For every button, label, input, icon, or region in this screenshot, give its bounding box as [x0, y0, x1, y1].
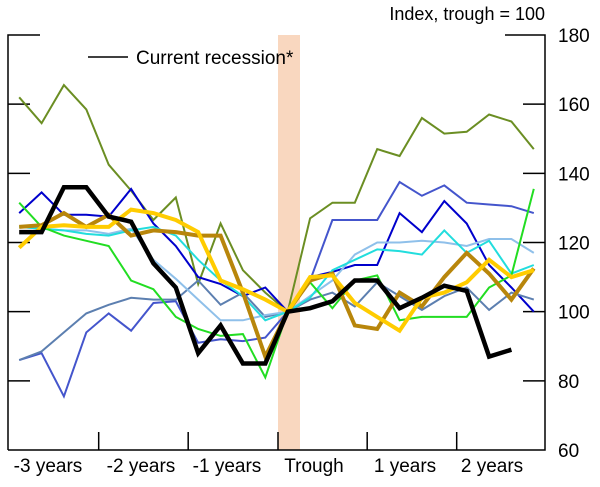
x-tick-label: 1 years: [374, 456, 436, 477]
x-tick-label: -1 years: [193, 456, 262, 477]
series-line-4: [18, 180, 535, 399]
series-line-8: [18, 188, 535, 380]
unit-label: Index, trough = 100: [389, 4, 545, 24]
y-tick-label: 140: [558, 164, 590, 185]
series-line-7: [19, 225, 535, 322]
series-line-6: [19, 225, 535, 322]
x-tick-label: Trough: [284, 456, 344, 477]
series-lines: [17, 83, 536, 399]
y-axis-labels: 60 80 100 120 140 160 180: [558, 26, 590, 462]
x-axis-labels: -3 years -2 years -1 years Trough 1 years 2 y…: [14, 456, 523, 477]
series-line-3: [18, 187, 535, 314]
series-line-2: [18, 83, 535, 314]
y-tick-label: 120: [558, 234, 590, 255]
x-tick-label: -2 years: [107, 456, 176, 477]
y-tick-label: 180: [558, 26, 590, 47]
series-line-10: [17, 207, 535, 334]
recession-shading: [278, 35, 300, 450]
series-line-current-recession: [19, 184, 513, 366]
legend: Current recession*: [88, 48, 294, 69]
right-axis: [8, 34, 546, 451]
x-tick-label: 2 years: [461, 456, 523, 477]
series-line-5: [18, 279, 535, 362]
legend-label: Current recession*: [136, 48, 294, 69]
x-tick-label: -3 years: [14, 456, 83, 477]
y-tick-label: 80: [558, 372, 579, 393]
y-tick-label: 100: [558, 303, 590, 324]
y-tick-label: 60: [558, 441, 579, 462]
plot-frame: [7, 34, 546, 451]
y-tick-label: 160: [558, 95, 590, 116]
